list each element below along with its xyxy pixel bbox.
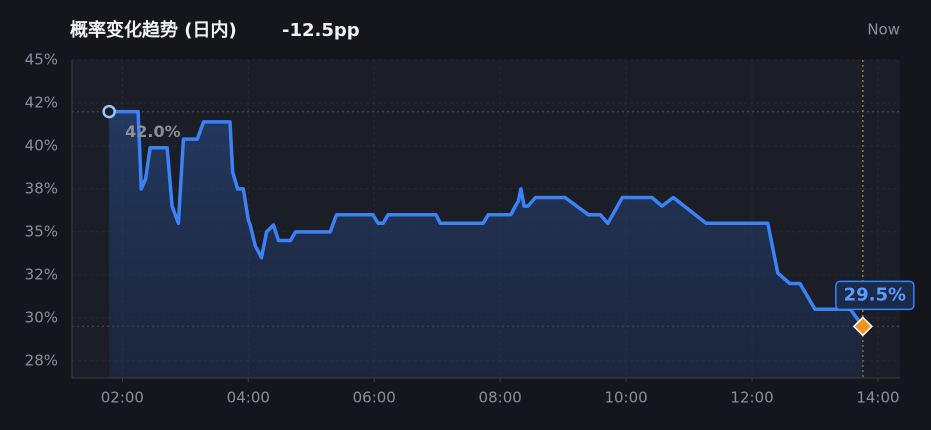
now-label: Now (867, 21, 900, 39)
start-label: 42.0% (125, 122, 181, 141)
start-marker (102, 104, 116, 119)
y-tick-label: 32% (25, 265, 58, 283)
x-tick-label: 04:00 (227, 389, 270, 407)
end-marker (852, 316, 873, 337)
x-tick-label: 08:00 (479, 389, 522, 407)
change-value: -12.5pp (282, 20, 360, 41)
end-label-box (835, 280, 915, 311)
y-tick-label: 38% (25, 179, 58, 197)
x-tick-label: 14:00 (856, 389, 899, 407)
x-tick-label: 10:00 (604, 389, 647, 407)
end-label: 29.5% (844, 284, 906, 305)
x-tick-label: 06:00 (353, 389, 396, 407)
x-tick-label: 12:00 (730, 389, 773, 407)
y-tick-label: 30% (25, 308, 58, 326)
chart-title: 概率变化趋势 (日内) (70, 19, 237, 41)
y-tick-label: 28% (25, 351, 58, 369)
y-tick-label: 40% (25, 136, 58, 154)
line (107, 109, 865, 329)
y-tick-label: 45% (25, 51, 58, 69)
x-tick-label: 02:00 (101, 389, 144, 407)
y-tick-label: 42% (25, 93, 58, 111)
y-tick-label: 35% (25, 222, 58, 240)
area (109, 111, 863, 378)
